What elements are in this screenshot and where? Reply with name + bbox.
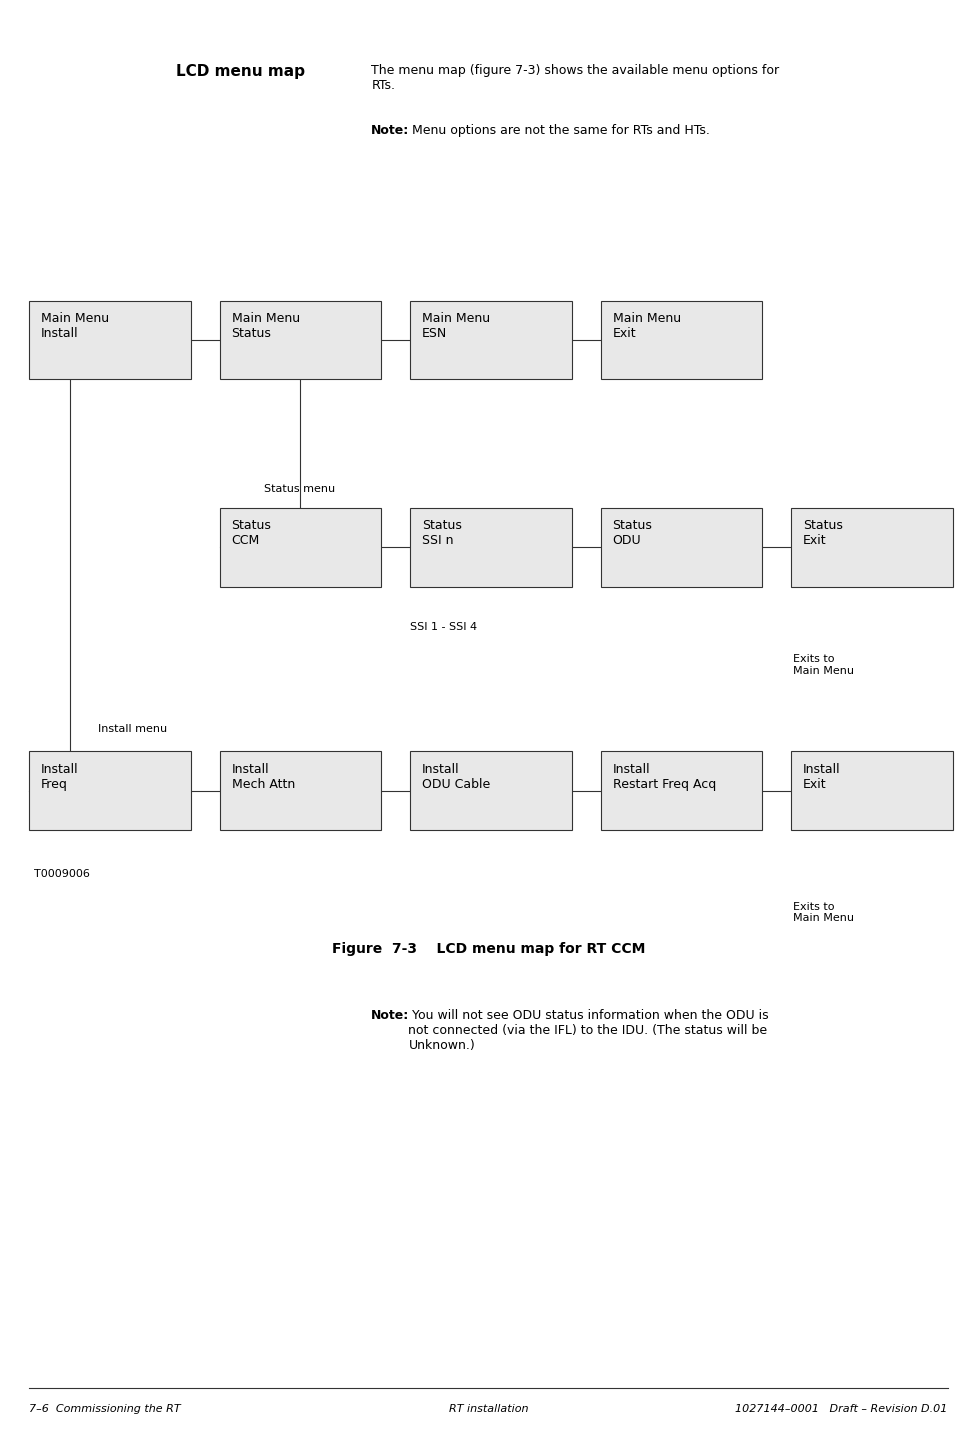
Text: Install
Restart Freq Acq: Install Restart Freq Acq [613,763,716,791]
Text: Main Menu
ESN: Main Menu ESN [422,312,490,341]
Text: 1027144–0001   Draft – Revision D.01: 1027144–0001 Draft – Revision D.01 [736,1404,948,1414]
Text: Status
ODU: Status ODU [613,519,653,548]
Text: Menu options are not the same for RTs and HTs.: Menu options are not the same for RTs an… [408,124,710,137]
Text: Main Menu
Status: Main Menu Status [232,312,300,341]
Text: LCD menu map: LCD menu map [176,64,305,79]
FancyBboxPatch shape [601,751,762,830]
Text: Install
Mech Attn: Install Mech Attn [232,763,295,791]
FancyBboxPatch shape [410,508,572,587]
Text: Status menu: Status menu [264,484,335,494]
FancyBboxPatch shape [410,751,572,830]
FancyBboxPatch shape [410,301,572,379]
Text: SSI 1 - SSI 4: SSI 1 - SSI 4 [410,622,478,633]
Text: Install
Freq: Install Freq [41,763,79,791]
Text: Install
Exit: Install Exit [803,763,841,791]
FancyBboxPatch shape [29,301,191,379]
FancyBboxPatch shape [601,301,762,379]
Text: Note:: Note: [371,1009,409,1022]
Text: Main Menu
Exit: Main Menu Exit [613,312,681,341]
Text: Main Menu
Install: Main Menu Install [41,312,109,341]
Text: Status
SSI n: Status SSI n [422,519,462,548]
Text: Note:: Note: [371,124,409,137]
Text: Install menu: Install menu [98,724,167,734]
Text: Status
CCM: Status CCM [232,519,272,548]
FancyBboxPatch shape [791,751,953,830]
Text: Install
ODU Cable: Install ODU Cable [422,763,490,791]
FancyBboxPatch shape [29,751,191,830]
Text: Figure  7-3    LCD menu map for RT CCM: Figure 7-3 LCD menu map for RT CCM [332,942,645,956]
Text: The menu map (figure 7-3) shows the available menu options for
RTs.: The menu map (figure 7-3) shows the avai… [371,64,780,93]
Text: Exits to
Main Menu: Exits to Main Menu [793,902,854,923]
Text: Exits to
Main Menu: Exits to Main Menu [793,654,854,675]
FancyBboxPatch shape [220,301,381,379]
Text: RT installation: RT installation [448,1404,529,1414]
FancyBboxPatch shape [220,508,381,587]
Text: Status
Exit: Status Exit [803,519,843,548]
FancyBboxPatch shape [791,508,953,587]
FancyBboxPatch shape [220,751,381,830]
FancyBboxPatch shape [601,508,762,587]
Text: 7–6  Commissioning the RT: 7–6 Commissioning the RT [29,1404,181,1414]
Text: T0009006: T0009006 [34,869,90,879]
Text: You will not see ODU status information when the ODU is
not connected (via the I: You will not see ODU status information … [408,1009,769,1052]
